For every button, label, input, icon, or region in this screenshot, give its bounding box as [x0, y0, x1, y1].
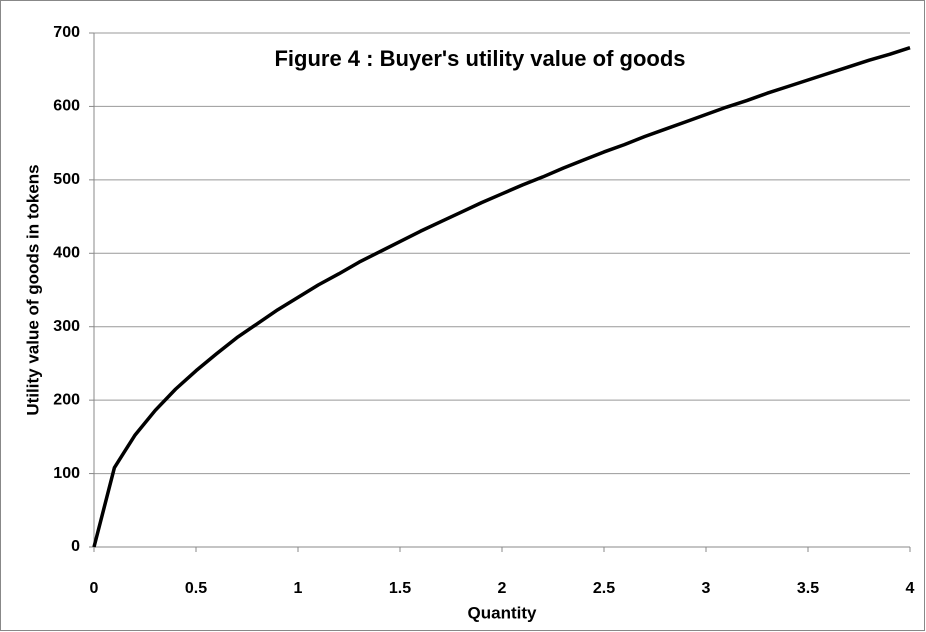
x-tick-label: 3.5	[797, 580, 819, 597]
y-axis-label: Utility value of goods in tokens	[23, 164, 42, 415]
y-tick-label: 0	[71, 538, 80, 555]
y-tick-label: 500	[53, 171, 80, 188]
x-tick-label: 2	[498, 580, 507, 597]
x-axis-label: Quantity	[468, 603, 537, 622]
x-tick-label: 4	[906, 580, 915, 597]
x-tick-label: 1.5	[389, 580, 411, 597]
x-tick-label: 0	[90, 580, 99, 597]
y-tick-label: 700	[53, 24, 80, 41]
y-tick-label: 100	[53, 465, 80, 482]
data-line	[92, 46, 911, 548]
y-tick-label: 200	[53, 391, 80, 408]
x-tick-label: 0.5	[185, 580, 207, 597]
y-tick-label: 300	[53, 318, 80, 335]
y-tick-label: 600	[53, 98, 80, 115]
x-tick-label: 3	[702, 580, 711, 597]
x-tick-label: 2.5	[593, 580, 615, 597]
chart-title: Figure 4 : Buyer's utility value of good…	[274, 46, 685, 71]
y-tick-label: 400	[53, 245, 80, 262]
x-tick-label: 1	[294, 580, 303, 597]
